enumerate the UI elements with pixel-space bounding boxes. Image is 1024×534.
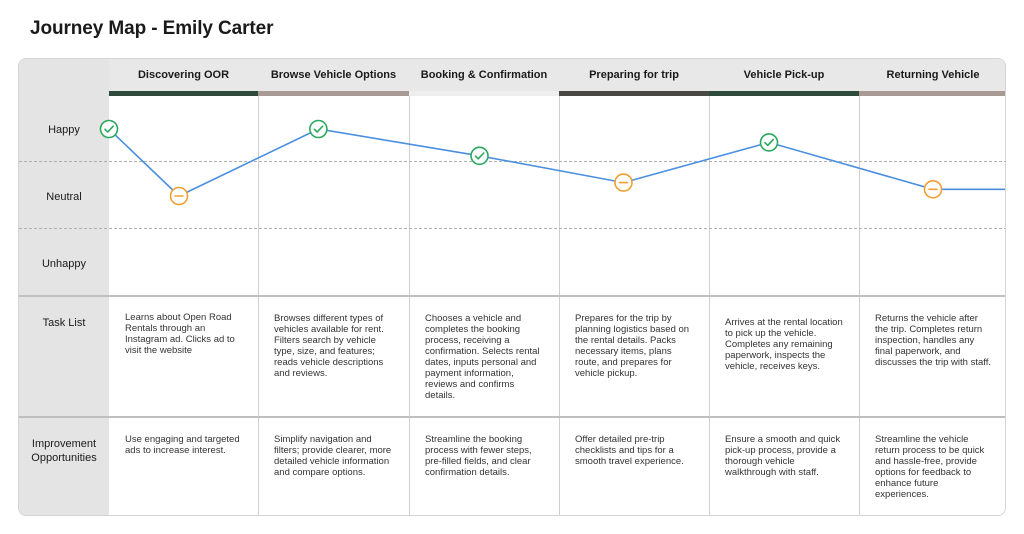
stage-color-bar	[258, 91, 409, 96]
happy-check-icon	[759, 133, 779, 152]
row-label-happy: Happy	[48, 124, 80, 136]
column-divider	[859, 96, 860, 515]
stage-color-bar	[859, 91, 1005, 96]
happy-check-icon	[99, 119, 119, 139]
improvement-cell: Ensure a smooth and quick pick-up proces…	[725, 434, 841, 478]
stage-header-6: Returning Vehicle	[859, 59, 1005, 91]
improvement-cell: Offer detailed pre-trip checklists and t…	[575, 434, 684, 467]
page-title: Journey Map - Emily Carter	[30, 18, 274, 39]
row-label-neutral: Neutral	[46, 191, 82, 203]
neutral-minus-icon	[614, 173, 633, 192]
stage-header-5: Vehicle Pick-up	[709, 59, 859, 91]
row-label-improvement: Improvement Opportunities	[31, 438, 97, 464]
stage-header-4: Preparing for trip	[559, 59, 709, 91]
stage-header-3: Booking & Confirmation	[409, 59, 559, 91]
task-cell: Arrives at the rental location to pick u…	[725, 317, 843, 372]
task-cell: Prepares for the trip by planning logist…	[575, 313, 690, 379]
emotion-line-chart	[99, 119, 1005, 206]
improvement-cell: Use engaging and targeted ads to increas…	[125, 434, 240, 456]
stage-header-1: Discovering OOR	[109, 59, 258, 91]
improvement-cell: Streamline the vehicle return process to…	[875, 434, 985, 500]
stage-color-bar	[709, 91, 859, 96]
happy-check-icon	[470, 146, 489, 166]
neutral-minus-icon	[923, 180, 943, 199]
neutral-unhappy-divider	[19, 228, 1005, 229]
stage-header-2: Browse Vehicle Options	[258, 59, 409, 91]
emotion-series-line	[108, 128, 1005, 197]
column-divider	[709, 96, 710, 515]
neutral-minus-icon	[169, 186, 189, 206]
column-divider	[559, 96, 560, 515]
task-improvement-divider	[19, 416, 1005, 418]
row-label-unhappy: Unhappy	[41, 258, 87, 270]
improvement-cell: Simplify navigation and filters; provide…	[274, 434, 392, 478]
task-cell: Browses different types of vehicles avai…	[274, 313, 384, 379]
stage-color-bar	[109, 91, 258, 96]
stage-color-bar	[559, 91, 709, 96]
happy-check-icon	[309, 119, 328, 139]
journey-map-board: Happy Neutral Unhappy Task List Improvem…	[18, 58, 1006, 516]
task-cell: Returns the vehicle after the trip. Comp…	[875, 313, 991, 368]
row-label-column	[19, 59, 109, 515]
column-divider	[409, 96, 410, 515]
task-cell: Chooses a vehicle and completes the book…	[425, 313, 540, 401]
row-label-task-list: Task List	[42, 317, 86, 329]
column-divider	[258, 96, 259, 515]
improvement-cell: Streamline the booking process with fewe…	[425, 434, 532, 478]
emotion-task-divider	[19, 295, 1005, 297]
stage-color-bar	[409, 91, 559, 96]
task-cell: Learns about Open Road Rentals through a…	[125, 312, 235, 356]
